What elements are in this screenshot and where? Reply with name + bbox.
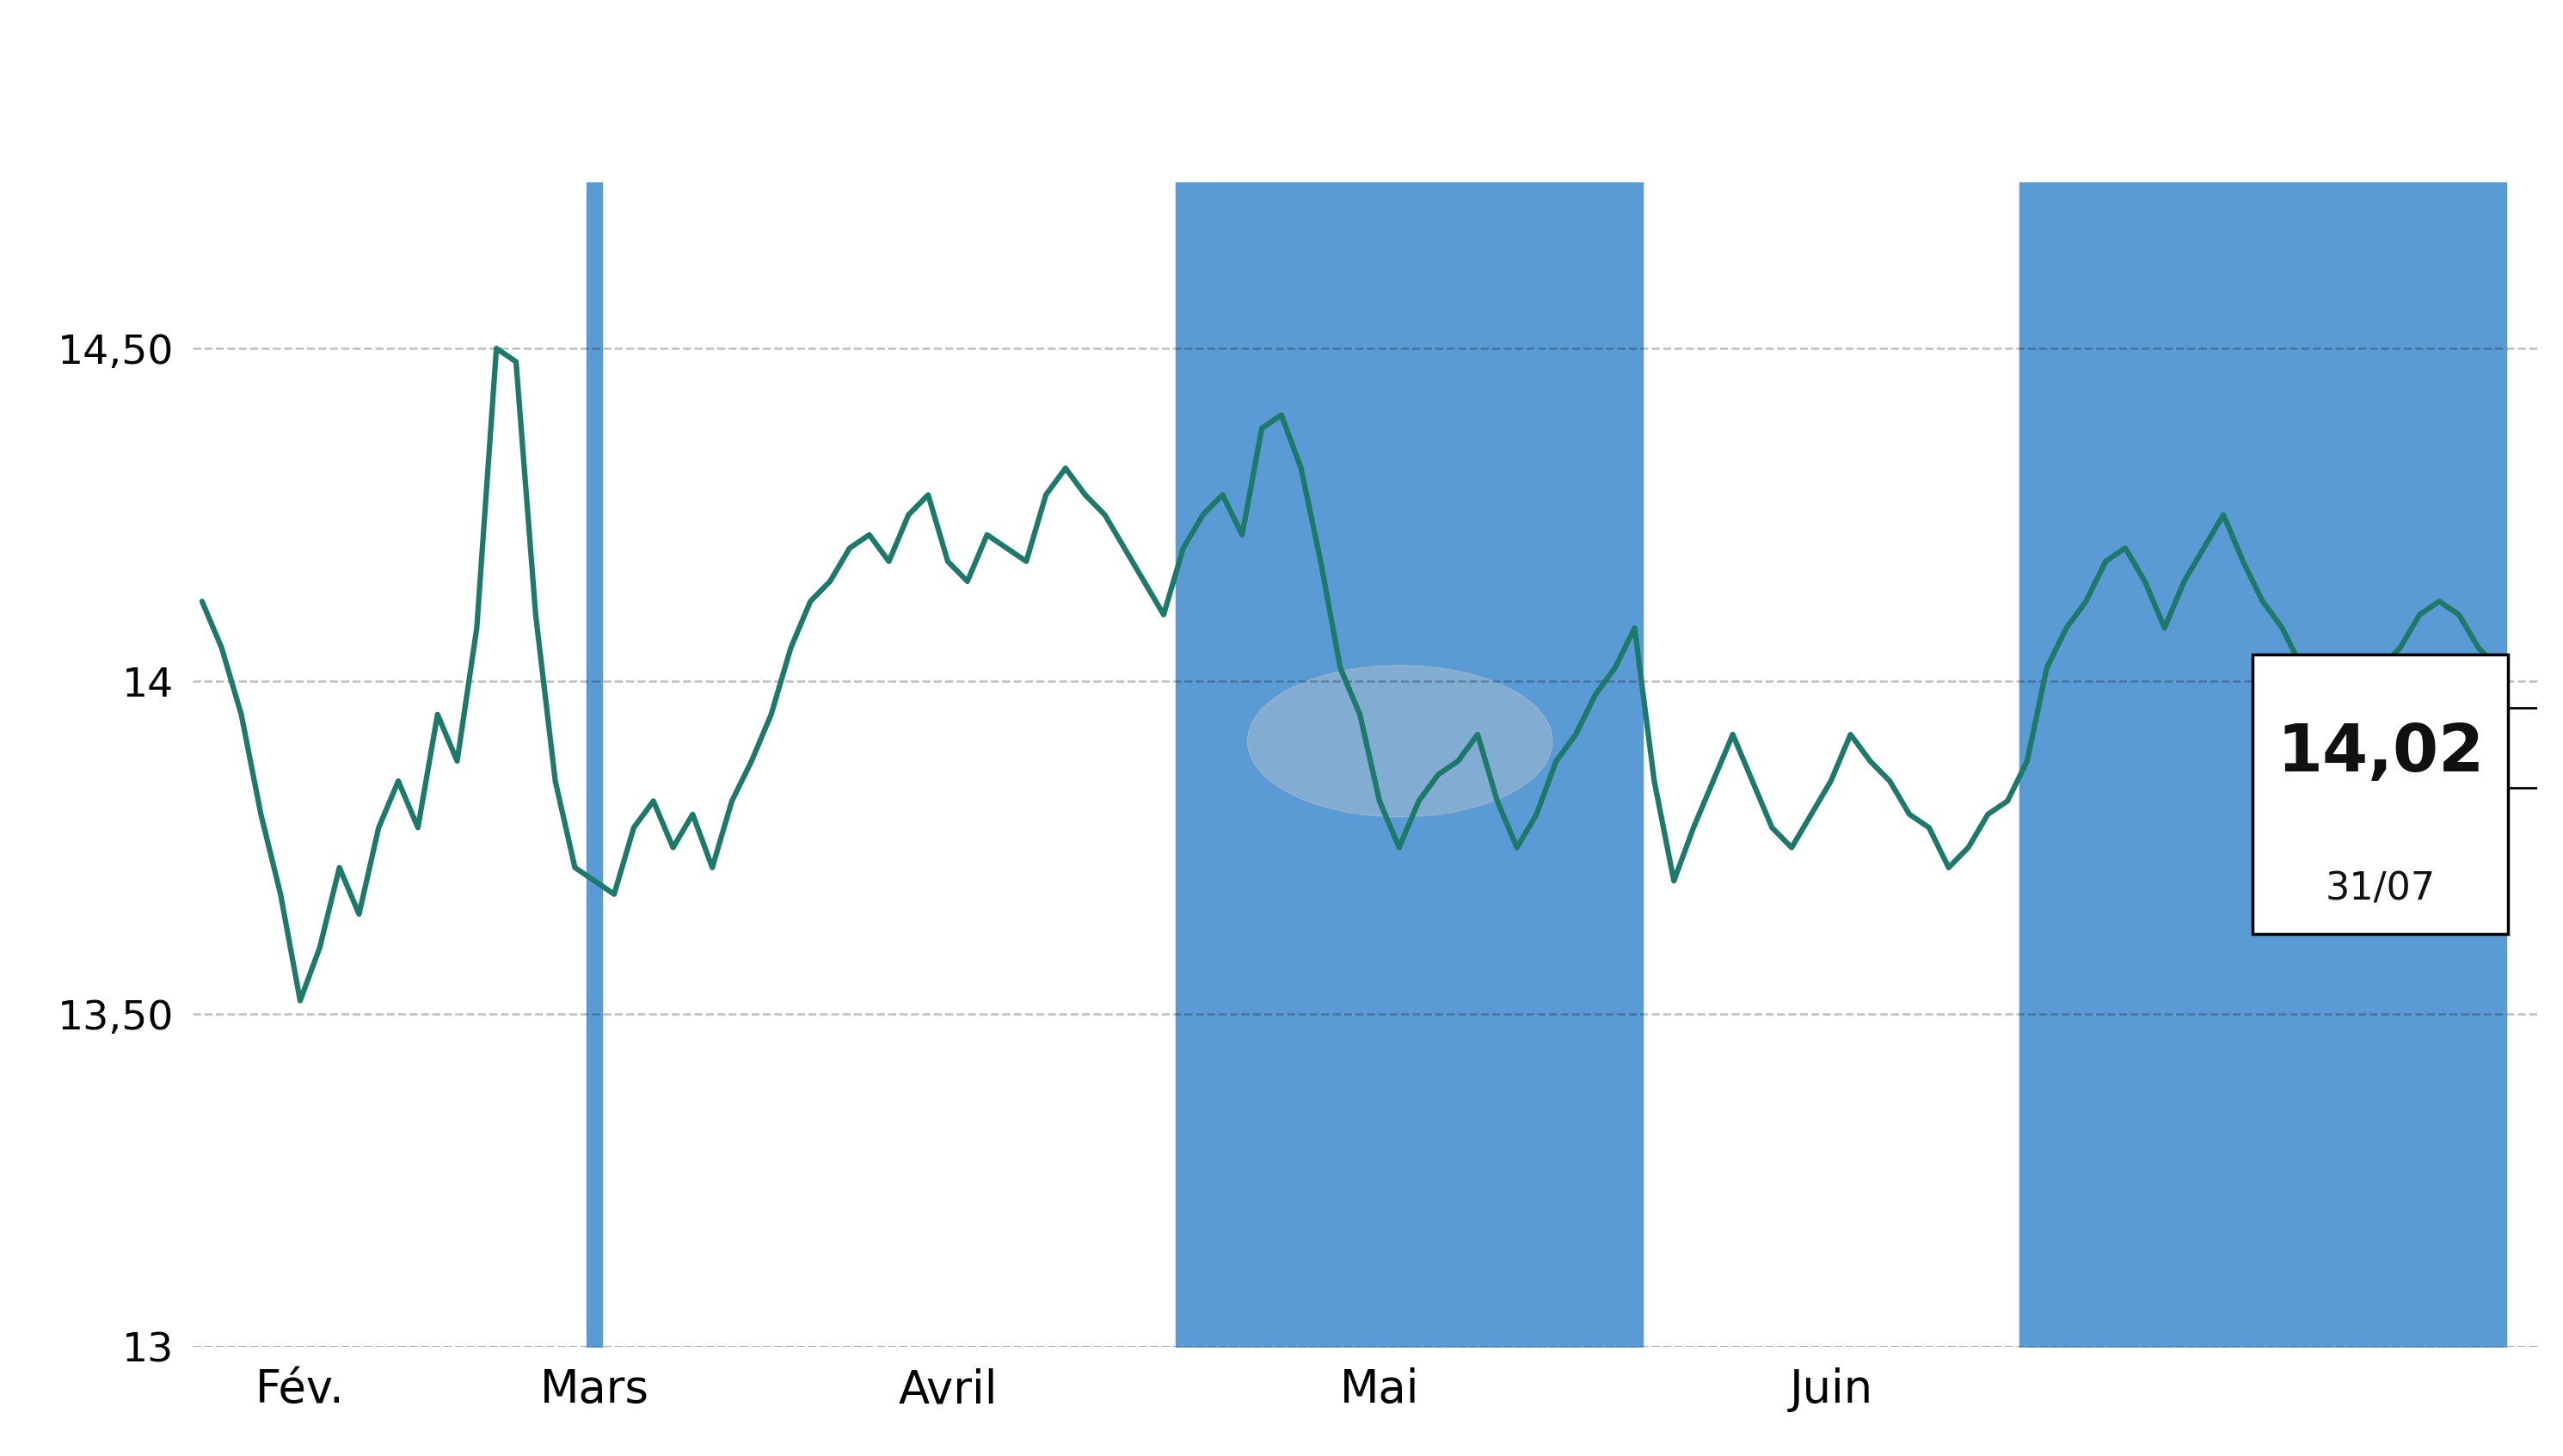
Text: Gladstone Investment Corporation: Gladstone Investment Corporation: [349, 38, 2214, 130]
Circle shape: [1248, 665, 1553, 817]
Text: 31/07: 31/07: [2325, 871, 2435, 907]
FancyBboxPatch shape: [2253, 655, 2509, 935]
Text: 14,02: 14,02: [2276, 721, 2484, 785]
